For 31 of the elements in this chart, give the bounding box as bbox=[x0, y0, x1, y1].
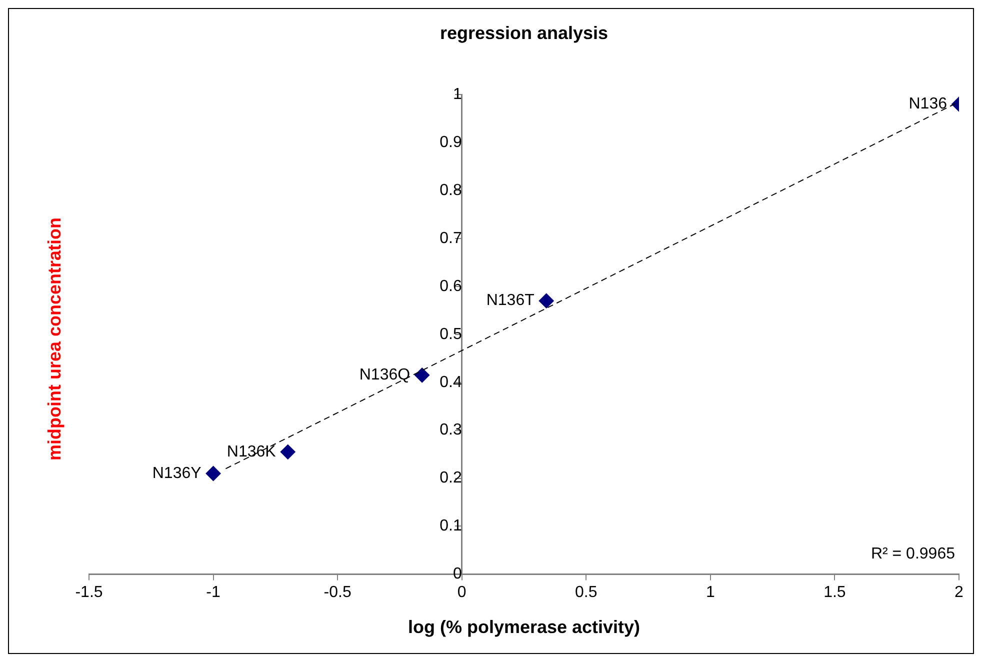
x-tick-label: -0.5 bbox=[324, 584, 352, 602]
y-tick-label: 0.8 bbox=[440, 182, 462, 199]
y-tick-label: 0.1 bbox=[440, 518, 462, 535]
y-tick-label: 0.3 bbox=[440, 422, 462, 439]
x-tick-label: 0.5 bbox=[575, 584, 598, 602]
point bbox=[280, 444, 296, 460]
y-axis-title: midpoint urea concentration bbox=[44, 217, 66, 461]
data-label: N136Q bbox=[359, 366, 410, 384]
y-tick-label: 0.7 bbox=[440, 230, 462, 247]
y-tick-label: 0.9 bbox=[440, 134, 462, 151]
x-tick-label: -1 bbox=[206, 584, 220, 602]
data-label: N136T bbox=[486, 292, 535, 310]
y-tick-label: 0.5 bbox=[440, 326, 462, 343]
y-tick-label: 0 bbox=[452, 566, 462, 583]
point bbox=[206, 466, 221, 481]
y-tick-label: 0.2 bbox=[440, 470, 462, 487]
data-label: N136Y bbox=[152, 464, 202, 482]
chart-title: regression analysis bbox=[440, 22, 608, 43]
data-label: N136K bbox=[226, 443, 276, 460]
x-tick-label: -1.5 bbox=[75, 584, 103, 602]
y-tick-label: 1 bbox=[452, 86, 462, 104]
x-tick-label: 1 bbox=[706, 584, 715, 602]
annotation: R² = 0.9965 bbox=[870, 546, 956, 563]
data-label: N136 bbox=[908, 96, 948, 113]
x-axis-title: log (% polymerase activity) bbox=[408, 617, 640, 638]
x-tick-label: 1.5 bbox=[824, 584, 846, 602]
point bbox=[414, 368, 430, 383]
point bbox=[538, 293, 554, 308]
y-tick-label: 0.4 bbox=[440, 374, 462, 391]
x-tick-label: 2 bbox=[954, 584, 964, 602]
y-tick-label: 0.6 bbox=[440, 278, 462, 295]
